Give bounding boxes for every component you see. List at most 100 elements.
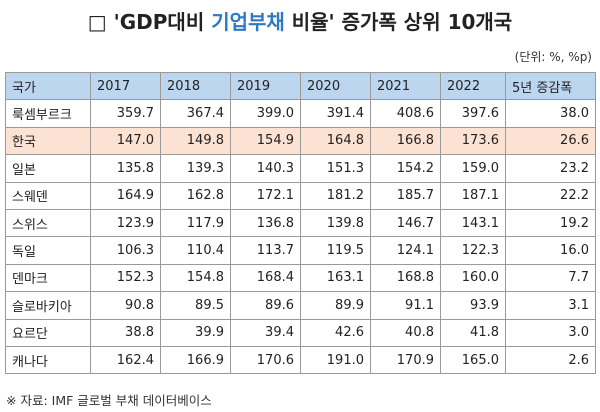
title: □ 'GDP대비 기업부채 비율' 증가폭 상위 10개국 <box>0 6 600 35</box>
cell: 185.7 <box>370 181 441 210</box>
cell: 5년 증감폭 <box>505 71 596 101</box>
source-note: ※ 자료: IMF 글로벌 부채 데이터베이스 <box>6 393 212 408</box>
cell: 162.4 <box>90 345 161 375</box>
table-row: 국가 2017 2018 2019 2020 2021 2022 5년 증감폭 <box>5 71 596 101</box>
cell: 162.8 <box>160 181 231 210</box>
cell: 2018 <box>160 71 231 101</box>
cell: 166.9 <box>160 345 231 375</box>
cell: 140.3 <box>230 154 301 183</box>
cell: 164.8 <box>300 126 371 156</box>
cell: 113.7 <box>230 236 301 265</box>
cell: 143.1 <box>440 208 506 238</box>
cell: 166.8 <box>370 126 441 156</box>
table-row: 캐나다 162.4 166.9 170.6 191.0 170.9 165.0 2.6 <box>5 345 596 375</box>
cell: 152.3 <box>90 263 161 293</box>
title-highlight: 기업부채 <box>211 10 285 34</box>
cell: 122.3 <box>440 236 506 265</box>
cell: 2019 <box>230 71 301 101</box>
row-label: 스웨덴 <box>5 181 91 210</box>
cell: 106.3 <box>90 236 161 265</box>
cell: 22.2 <box>505 181 596 210</box>
cell: 3.1 <box>505 291 596 320</box>
cell: 7.7 <box>505 263 596 293</box>
cell: 159.0 <box>440 154 506 183</box>
table-row: 스위스 123.9 117.9 136.8 139.8 146.7 143.1 19.2 <box>5 208 596 238</box>
cell: 181.2 <box>300 181 371 210</box>
cell: 165.0 <box>440 345 506 375</box>
cell: 168.4 <box>230 263 301 293</box>
cell: 23.2 <box>505 154 596 183</box>
cell: 117.9 <box>160 208 231 238</box>
cell: 139.3 <box>160 154 231 183</box>
row-label: 한국 <box>5 126 91 156</box>
cell: 38.0 <box>505 99 596 128</box>
row-label: 국가 <box>5 71 91 101</box>
cell: 191.0 <box>300 345 371 375</box>
cell: 160.0 <box>440 263 506 293</box>
cell: 119.5 <box>300 236 371 265</box>
cell: 170.9 <box>370 345 441 375</box>
cell: 93.9 <box>440 291 506 320</box>
title-part: 비율' 증가폭 상위 10개국 <box>284 10 513 34</box>
row-label: 룩셈부르크 <box>5 99 91 128</box>
cell: 39.9 <box>160 318 231 347</box>
cell: 147.0 <box>90 126 161 156</box>
cell: 399.0 <box>230 99 301 128</box>
cell: 19.2 <box>505 208 596 238</box>
cell: 168.8 <box>370 263 441 293</box>
cell: 2017 <box>90 71 161 101</box>
table-row: 스웨덴 164.9 162.8 172.1 181.2 185.7 187.1 22.2 <box>5 181 596 210</box>
row-label: 덴마크 <box>5 263 91 293</box>
table-row: 한국 147.0 149.8 154.9 164.8 166.8 173.6 26.6 <box>5 126 596 156</box>
cell: 391.4 <box>300 99 371 128</box>
cell: 3.0 <box>505 318 596 347</box>
title-part: □ 'GDP대비 <box>87 10 212 34</box>
unit-note: (단위: %, %p) <box>514 50 592 64</box>
cell: 149.8 <box>160 126 231 156</box>
cell: 136.8 <box>230 208 301 238</box>
cell: 110.4 <box>160 236 231 265</box>
cell: 163.1 <box>300 263 371 293</box>
cell: 91.1 <box>370 291 441 320</box>
cell: 90.8 <box>90 291 161 320</box>
cell: 173.6 <box>440 126 506 156</box>
row-label: 스위스 <box>5 208 91 238</box>
table-row: 룩셈부르크 359.7 367.4 399.0 391.4 408.6 397.6 38.0 <box>5 99 596 128</box>
table-row: 요르단 38.8 39.9 39.4 42.6 40.8 41.8 3.0 <box>5 318 596 347</box>
cell: 40.8 <box>370 318 441 347</box>
data-table: 국가 2017 2018 2019 2020 2021 2022 5년 증감폭 룩셈부르크 359… <box>5 71 596 375</box>
cell: 359.7 <box>90 99 161 128</box>
cell: 408.6 <box>370 99 441 128</box>
cell: 26.6 <box>505 126 596 156</box>
cell: 397.6 <box>440 99 506 128</box>
row-label: 일본 <box>5 154 91 183</box>
cell: 154.2 <box>370 154 441 183</box>
cell: 2021 <box>370 71 441 101</box>
cell: 89.9 <box>300 291 371 320</box>
table-row: 독일 106.3 110.4 113.7 119.5 124.1 122.3 16.0 <box>5 236 596 265</box>
cell: 367.4 <box>160 99 231 128</box>
cell: 2022 <box>440 71 506 101</box>
table-row: 슬로바키아 90.8 89.5 89.6 89.9 91.1 93.9 3.1 <box>5 291 596 320</box>
row-label: 캐나다 <box>5 345 91 375</box>
row-label: 요르단 <box>5 318 91 347</box>
cell: 135.8 <box>90 154 161 183</box>
cell: 146.7 <box>370 208 441 238</box>
cell: 139.8 <box>300 208 371 238</box>
cell: 2020 <box>300 71 371 101</box>
cell: 187.1 <box>440 181 506 210</box>
cell: 2.6 <box>505 345 596 375</box>
cell: 39.4 <box>230 318 301 347</box>
table-body: 국가 2017 2018 2019 2020 2021 2022 5년 증감폭 룩셈부르크 359… <box>5 71 596 375</box>
table-row: 일본 135.8 139.3 140.3 151.3 154.2 159.0 23.2 <box>5 154 596 183</box>
cell: 151.3 <box>300 154 371 183</box>
table-row: 덴마크 152.3 154.8 168.4 163.1 168.8 160.0 7.7 <box>5 263 596 293</box>
cell: 89.6 <box>230 291 301 320</box>
cell: 154.8 <box>160 263 231 293</box>
cell: 42.6 <box>300 318 371 347</box>
cell: 172.1 <box>230 181 301 210</box>
cell: 154.9 <box>230 126 301 156</box>
cell: 123.9 <box>90 208 161 238</box>
row-label: 독일 <box>5 236 91 265</box>
